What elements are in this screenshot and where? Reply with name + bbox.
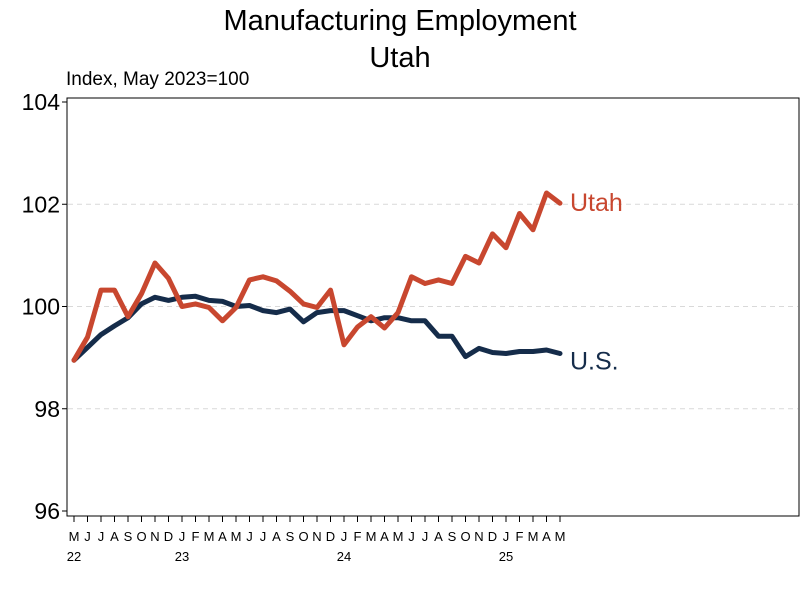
x-tick-label: J: [422, 529, 429, 544]
x-tick-label: A: [272, 529, 281, 544]
x-tick-label: F: [192, 529, 200, 544]
x-tick-label: A: [434, 529, 443, 544]
x-tick-label: D: [164, 529, 173, 544]
x-tick-label: J: [260, 529, 267, 544]
x-tick-label: D: [326, 529, 335, 544]
x-tick-label: M: [69, 529, 80, 544]
y-tick-label: 96: [34, 498, 60, 524]
x-tick-label: N: [150, 529, 159, 544]
x-tick-label: O: [136, 529, 146, 544]
x-tick-label: J: [341, 529, 348, 544]
x-axis-ticks: M J J A S O N D J F M A M J J A S O N D J F M A M J J A S O N D J F M A M22 2…: [67, 516, 566, 564]
x-tick-label: M: [393, 529, 404, 544]
series-line-utah: [71, 190, 563, 363]
chart-subtitle: Utah: [369, 42, 430, 74]
x-tick-label: S: [448, 529, 457, 544]
x-tick-label: M: [555, 529, 566, 544]
x-tick-label: S: [124, 529, 133, 544]
x-tick-label: F: [516, 529, 524, 544]
series-lines: Utah U.S.: [71, 189, 623, 376]
x-tick-label: M: [366, 529, 377, 544]
x-year-label: 24: [337, 549, 351, 564]
gridlines: [68, 203, 798, 410]
x-tick-label: A: [110, 529, 119, 544]
x-tick-label: N: [312, 529, 321, 544]
x-tick-label: A: [218, 529, 227, 544]
x-tick-label: M: [528, 529, 539, 544]
y-tick-label: 102: [22, 191, 60, 217]
x-tick-label: J: [98, 529, 105, 544]
x-tick-label: A: [380, 529, 389, 544]
x-tick-label: F: [354, 529, 362, 544]
y-tick-label: 98: [34, 396, 60, 422]
x-tick-label: M: [231, 529, 242, 544]
x-tick-label: J: [503, 529, 510, 544]
y-axis-label: Index, May 2023=100: [66, 69, 249, 90]
x-tick-label: D: [488, 529, 497, 544]
x-tick-label: J: [408, 529, 415, 544]
x-tick-label: A: [542, 529, 551, 544]
x-year-label: 23: [175, 549, 189, 564]
x-year-label: 25: [499, 549, 513, 564]
chart-title: Manufacturing Employment: [224, 5, 577, 37]
x-tick-label: J: [246, 529, 253, 544]
x-tick-label: S: [286, 529, 295, 544]
x-tick-label: M: [204, 529, 215, 544]
series-label: U.S.: [570, 348, 619, 376]
x-tick-label: J: [84, 529, 91, 544]
y-tick-label: 104: [22, 89, 61, 115]
x-year-label: 22: [67, 549, 81, 564]
x-tick-label: N: [474, 529, 483, 544]
series-line-u-s: [71, 293, 563, 363]
x-tick-label: O: [460, 529, 470, 544]
series-label: Utah: [570, 189, 623, 217]
x-tick-label: O: [298, 529, 308, 544]
y-tick-label: 100: [22, 294, 60, 320]
x-tick-label: J: [179, 529, 186, 544]
y-axis-ticks: 96 98 100 102 104: [22, 89, 67, 524]
